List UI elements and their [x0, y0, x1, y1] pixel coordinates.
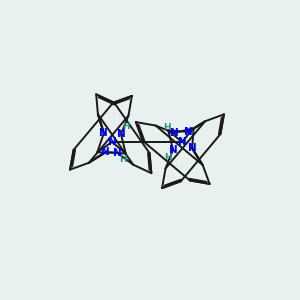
Text: N: N [178, 137, 186, 147]
Text: N: N [113, 148, 122, 158]
Text: H: H [164, 153, 172, 162]
Text: H: H [119, 155, 127, 164]
Text: N: N [117, 129, 125, 139]
Text: N: N [184, 127, 193, 137]
Text: N: N [169, 145, 177, 155]
Text: H: H [163, 123, 171, 132]
Text: N: N [188, 143, 197, 153]
Text: H: H [122, 122, 130, 131]
Text: N: N [99, 128, 108, 138]
Text: N: N [101, 147, 110, 157]
Text: N: N [170, 128, 178, 138]
Text: N: N [108, 137, 116, 147]
